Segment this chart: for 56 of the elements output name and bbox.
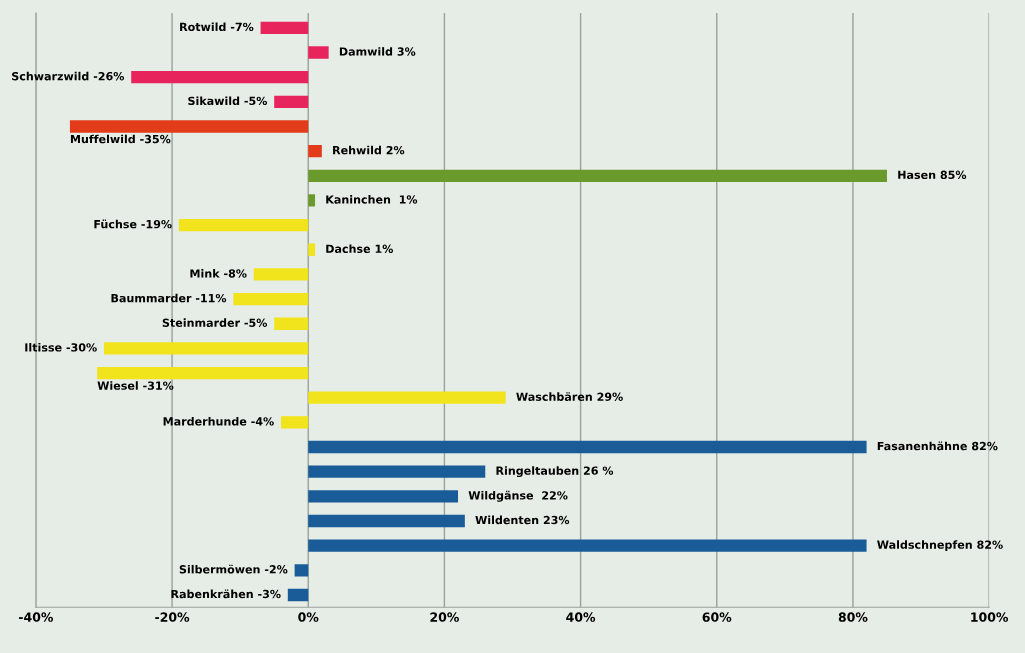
data-label: Ringeltauben 26 % [496,466,614,478]
data-label: Rehwild 2% [333,145,405,155]
data-label: Marderhunde -4% [163,416,274,426]
x-tick-label: 60% [702,612,732,622]
x-tick-label: -40% [19,612,54,622]
bar [233,292,309,306]
x-tick-label: 20% [430,612,459,622]
data-label: Sikawild -5% [188,96,268,106]
data-label: Wildgänse 22% [468,490,568,502]
bar [260,21,309,35]
bar [308,243,316,256]
data-label: Iltisse -30% [25,343,97,352]
data-label: Steinmarder -5% [162,318,268,327]
data-label: Kaninchen 1% [326,195,418,204]
data-label: Füchse -19% [94,219,172,229]
data-label: Silbermöwen -2% [179,564,288,574]
data-label: Dachse 1% [326,244,393,253]
bar [131,71,309,84]
x-tick-label: 40% [566,612,596,622]
bar [287,588,309,602]
bar [308,539,867,552]
data-label: Rabenkrähen -3% [171,589,281,599]
bar [308,391,506,404]
data-label: Wildenten 23% [475,515,570,525]
bar [69,120,309,133]
bar [308,490,459,503]
data-label: Damwild 3% [339,47,416,56]
bar [274,317,309,330]
bar [308,144,322,158]
data-label: Waschbären 29% [516,392,623,401]
bar [178,218,309,232]
data-label: Schwarzwild -26% [12,71,125,81]
bar [97,366,309,380]
data-label: Baummarder -11% [111,293,227,303]
bar [308,440,867,454]
bar [281,416,309,429]
data-label: Waldschnepfen 82% [877,540,1003,552]
x-tick-label: 0% [298,612,319,622]
x-tick-label: -20% [155,612,190,622]
data-label: Mink -8% [190,269,247,278]
data-label: Wiesel -31% [97,381,174,390]
bar [308,194,316,207]
data-label: Hasen 85% [898,170,967,180]
bar [308,514,465,528]
bar [103,342,309,355]
x-tick-label: 100% [971,612,1009,622]
bar [308,46,329,59]
bar [274,95,309,108]
x-tick-label: 80% [838,612,868,622]
data-label: Fasanenhähne 82% [877,441,998,451]
bar [308,169,887,182]
bar [308,465,486,478]
bar [253,268,309,281]
data-label: Muffelwild -35% [70,134,171,144]
data-label: Rotwild -7% [180,22,254,32]
bar [294,564,309,577]
